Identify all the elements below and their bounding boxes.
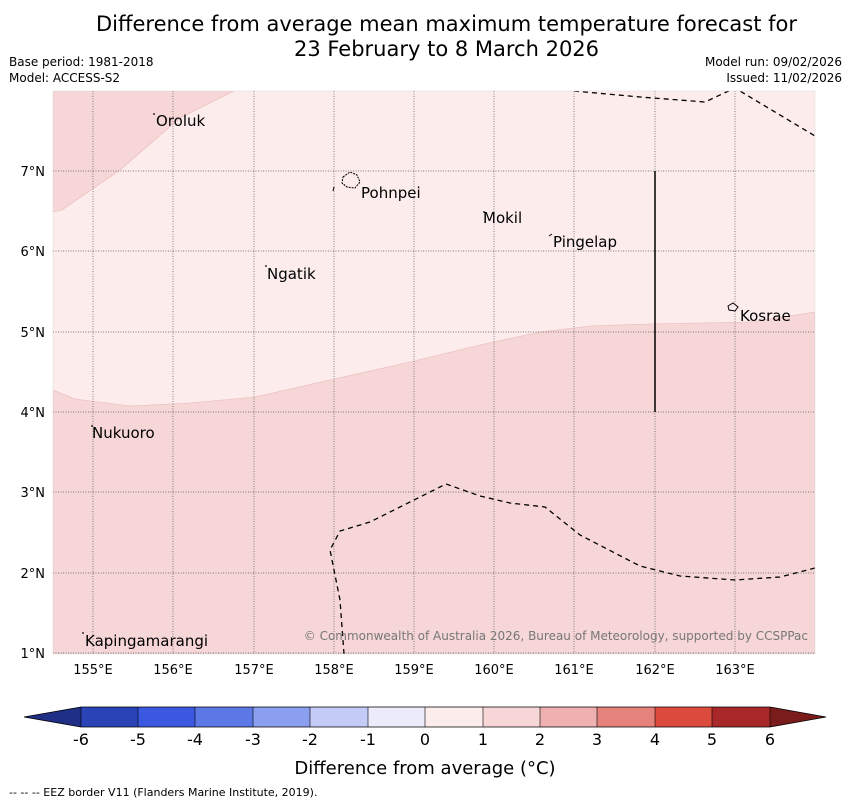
lon-label-156: 156°E [153,663,193,678]
eez-footnote: -- -- -- EEZ border V11 (Flanders Marine… [9,786,318,799]
title-line-2: 23 February to 8 March 2026 [293,37,600,61]
colorbar-segment-m1-0 [368,707,426,727]
place-nukuoro: Nukuoro [92,424,155,442]
colorbar-segment-m4-m3 [195,707,253,727]
graticule [53,91,815,654]
colorbar-tick-m1: -1 [360,730,376,749]
lat-label-1: 1°N [21,647,46,662]
nukuoro-dot [91,425,93,427]
map-area: Oroluk Pohnpei Mokil Pingelap Ngatik Kos… [53,91,815,654]
place-kosrae: Kosrae [740,307,791,325]
place-oroluk: Oroluk [156,112,205,130]
colorbar-segment-m3-m2 [253,707,311,727]
lon-label-163: 163°E [715,663,755,678]
ant-atoll [332,186,335,192]
colorbar-tick-m5: -5 [130,730,146,749]
colorbar-segment-1-2 [483,707,541,727]
lon-label-158: 158°E [314,663,354,678]
model-run: Model run: 09/02/2026 [704,55,842,69]
meta-right: Model run: 09/02/2026 Issued: 11/02/2026 [705,54,842,86]
colorbar-tick-6: 6 [764,730,776,749]
lon-label-155: 155°E [73,663,113,678]
colorbar-segment-3-4 [597,707,655,727]
colorbar-tick-1: 1 [477,730,489,749]
issued-date: Issued: 11/02/2026 [726,71,842,85]
title-line-1: Difference from average mean maximum tem… [96,12,797,36]
ngatik-dot [265,265,267,267]
chart-title: Difference from average mean maximum tem… [0,12,850,62]
map-border [52,90,816,655]
anomaly-1-2-region-south [53,311,815,654]
kosrae-island [727,302,739,312]
copyright-text: © Commonwealth of Australia 2026, Bureau… [304,629,808,643]
lon-label-162: 162°E [635,663,675,678]
lon-label-161: 161°E [554,663,594,678]
model-name: Model: ACCESS-S2 [9,71,121,85]
colorbar-tick-m4: -4 [187,730,203,749]
lat-label-3: 3°N [21,486,46,501]
base-period: Base period: 1981-2018 [9,55,154,69]
place-pohnpei: Pohnpei [361,184,421,202]
colorbar-tick-m3: -3 [245,730,261,749]
colorbar [23,706,827,728]
place-kapingamarangi: Kapingamarangi [85,632,208,650]
colorbar-segment-5-6 [712,707,770,727]
colorbar-dividers [80,707,771,727]
lat-label-6: 6°N [21,245,46,260]
lon-label-157: 157°E [234,663,274,678]
colorbar-segment-0-1 [425,707,483,727]
colorbar-tick-m6: -6 [73,730,89,749]
colorbar-tick-0: 0 [419,730,431,749]
colorbar-tick-3: 3 [591,730,603,749]
pingelap-dot [548,233,553,237]
colorbar-tick-4: 4 [649,730,661,749]
kapingamarangi-dot [82,632,84,634]
anomaly-1-2-region-north [53,91,235,213]
lat-label-7: 7°N [21,165,46,180]
place-pingelap: Pingelap [553,233,617,251]
colorbar-segment-2-3 [540,707,598,727]
mokil-dot [483,211,485,213]
colorbar-extend-high [770,707,826,727]
colorbar-segment-m5-m4 [138,707,196,727]
lat-label-2: 2°N [21,567,46,582]
pohnpei-island [341,171,361,189]
oroluk-dot [153,113,155,115]
place-ngatik: Ngatik [267,265,316,283]
colorbar-extend-low [24,707,81,727]
colorbar-tick-2: 2 [534,730,546,749]
lat-label-5: 5°N [21,326,46,341]
lon-label-159: 159°E [394,663,434,678]
colorbar-segment-4-5 [655,707,713,727]
colorbar-tick-5: 5 [706,730,718,749]
colorbar-segment-m2-m1 [310,707,368,727]
eez-border-south [329,483,815,654]
colorbar-segment-m6-m5 [81,707,139,727]
lat-label-4: 4°N [21,406,46,421]
colorbar-title: Difference from average (°C) [294,758,556,779]
place-mokil: Mokil [483,209,522,227]
meta-left: Base period: 1981-2018 Model: ACCESS-S2 [9,54,154,86]
lon-label-160: 160°E [474,663,514,678]
colorbar-tick-m2: -2 [302,730,318,749]
